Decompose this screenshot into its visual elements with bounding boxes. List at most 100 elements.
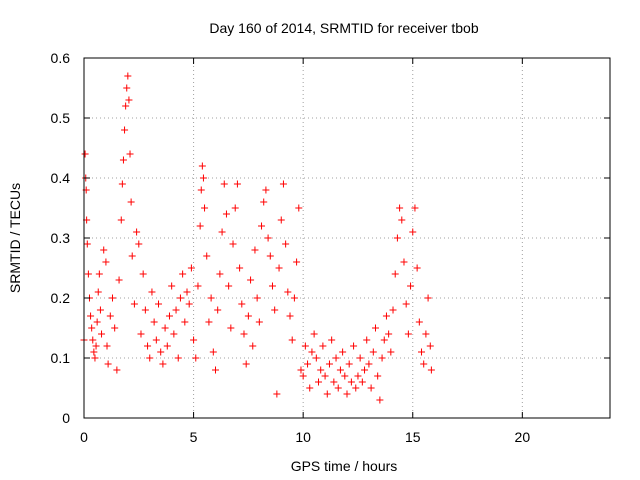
- data-point: [325, 360, 333, 368]
- data-point: [96, 306, 104, 314]
- data-point: [141, 306, 149, 314]
- data-point: [389, 306, 397, 314]
- data-point: [253, 294, 261, 302]
- data-point: [284, 288, 292, 296]
- data-point: [127, 198, 135, 206]
- data-point: [152, 336, 160, 344]
- data-point: [128, 252, 136, 260]
- data-point: [190, 336, 198, 344]
- data-point: [339, 348, 347, 356]
- data-point: [363, 336, 371, 344]
- data-point: [139, 270, 147, 278]
- y-tick-label: 0.2: [51, 290, 71, 306]
- data-point: [420, 360, 428, 368]
- data-point: [83, 240, 91, 248]
- data-point: [236, 264, 244, 272]
- data-point: [194, 282, 202, 290]
- data-point: [155, 300, 163, 308]
- data-point: [347, 378, 355, 386]
- data-point: [89, 336, 97, 344]
- data-point: [176, 294, 184, 302]
- data-point: [341, 372, 349, 380]
- data-point: [279, 180, 287, 188]
- data-point: [293, 258, 301, 266]
- data-point: [297, 366, 305, 374]
- y-tick-label: 0.3: [51, 230, 71, 246]
- data-point: [378, 354, 386, 362]
- data-point: [161, 324, 169, 332]
- data-point: [312, 354, 320, 362]
- data-point: [387, 348, 395, 356]
- data-point: [367, 384, 375, 392]
- data-point: [422, 330, 430, 338]
- data-point: [268, 282, 276, 290]
- data-point: [146, 354, 154, 362]
- data-point: [319, 342, 327, 350]
- data-point: [144, 342, 152, 350]
- data-point: [304, 360, 312, 368]
- data-point: [174, 354, 182, 362]
- x-axis-label: GPS time / hours: [291, 458, 398, 474]
- data-point: [220, 180, 228, 188]
- data-point: [382, 312, 390, 320]
- data-point: [123, 84, 131, 92]
- data-point: [407, 282, 415, 290]
- data-point: [90, 348, 98, 356]
- y-tick-label: 0.5: [51, 110, 71, 126]
- y-tick-label: 0: [62, 410, 70, 426]
- data-point: [104, 360, 112, 368]
- data-point: [249, 342, 257, 350]
- data-point: [290, 294, 298, 302]
- data-point: [424, 294, 432, 302]
- data-point: [122, 102, 130, 110]
- data-point: [404, 330, 412, 338]
- data-point: [409, 228, 417, 236]
- data-point: [426, 342, 434, 350]
- data-points: [80, 72, 435, 404]
- data-point: [321, 372, 329, 380]
- data-point: [172, 306, 180, 314]
- data-point: [295, 204, 303, 212]
- data-point: [277, 216, 285, 224]
- data-point: [371, 324, 379, 332]
- data-point: [117, 216, 125, 224]
- data-point: [98, 330, 106, 338]
- data-point: [231, 204, 239, 212]
- data-point: [199, 174, 207, 182]
- data-point: [233, 180, 241, 188]
- data-point: [427, 366, 435, 374]
- chart-title: Day 160 of 2014, SRMTID for receiver tbo…: [209, 20, 478, 36]
- data-point: [106, 312, 114, 320]
- data-point: [130, 300, 138, 308]
- y-tick-label: 0.6: [51, 50, 71, 66]
- data-point: [273, 390, 281, 398]
- data-point: [385, 330, 393, 338]
- data-point: [113, 366, 121, 374]
- data-point: [275, 264, 283, 272]
- data-point: [415, 318, 423, 326]
- x-tick-label: 0: [80, 429, 88, 445]
- data-point: [315, 378, 323, 386]
- data-point: [225, 282, 233, 290]
- data-point: [365, 360, 373, 368]
- data-point: [95, 270, 103, 278]
- data-point: [108, 294, 116, 302]
- data-point: [183, 288, 191, 296]
- y-tick-label: 0.4: [51, 170, 71, 186]
- data-point: [185, 300, 193, 308]
- data-point: [400, 258, 408, 266]
- data-point: [137, 330, 145, 338]
- y-axis-label: SRMTID / TECUs: [7, 183, 23, 293]
- data-point: [282, 240, 290, 248]
- data-point: [354, 372, 362, 380]
- data-point: [398, 216, 406, 224]
- data-point: [411, 204, 419, 212]
- data-point: [148, 288, 156, 296]
- data-point: [255, 318, 263, 326]
- data-point: [262, 186, 270, 194]
- data-point: [361, 366, 369, 374]
- data-point: [328, 336, 336, 344]
- data-point: [222, 210, 230, 218]
- x-tick-label: 10: [295, 429, 311, 445]
- data-point: [209, 348, 217, 356]
